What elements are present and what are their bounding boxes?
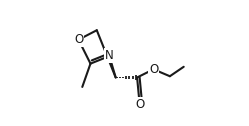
Text: O: O — [74, 33, 84, 46]
Text: O: O — [135, 98, 144, 111]
Text: O: O — [149, 63, 158, 76]
Text: N: N — [105, 49, 114, 62]
